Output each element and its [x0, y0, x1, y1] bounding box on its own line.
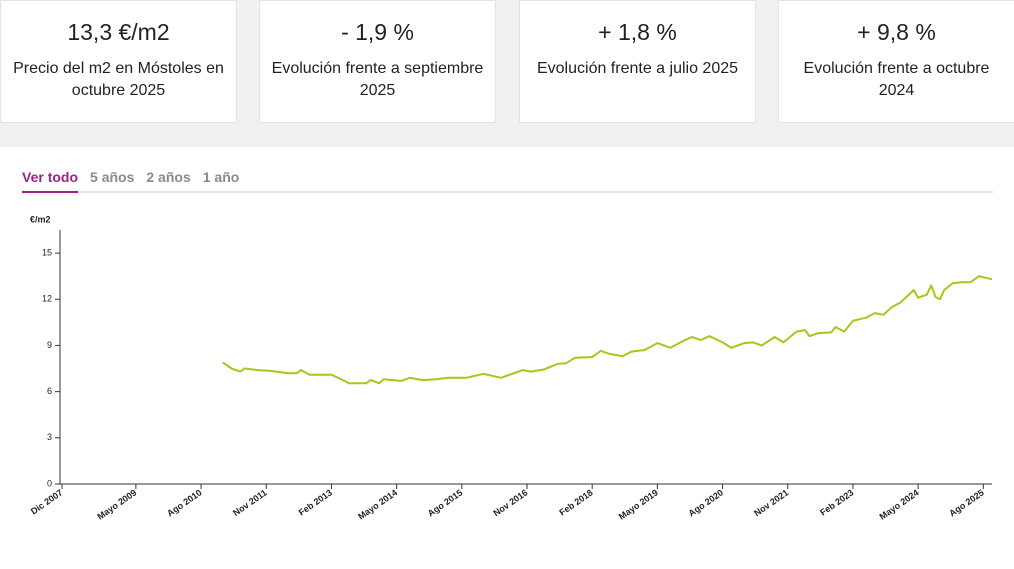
y-tick-label: 9: [47, 340, 52, 350]
stat-card: - 1,9 % Evolución frente a septiembre 202…: [259, 0, 496, 123]
y-tick-label: 6: [47, 386, 52, 396]
stat-value: - 1,9 %: [341, 19, 414, 45]
x-tick-label: Mayo 2024: [878, 487, 921, 521]
x-tick-label: Feb 2013: [297, 487, 334, 517]
x-tick-label: Ago 2015: [426, 487, 465, 518]
x-tick-label: Ago 2020: [687, 487, 726, 518]
x-tick-label: Mayo 2019: [617, 487, 660, 521]
stat-card: + 9,8 % Evolución frente a octubre 2024: [778, 0, 1014, 123]
stat-card: 13,3 €/m2 Precio del m2 en Móstoles en oc…: [0, 0, 237, 123]
stat-value: 13,3 €/m2: [67, 19, 170, 45]
x-tick-label: Nov 2016: [491, 487, 529, 518]
tab[interactable]: 1 año: [202, 169, 240, 185]
stat-label: Evolución frente a octubre 2024: [803, 60, 990, 99]
chart: €/m2 0 3 6 9 12 15 Dic 2007 Mayo 2009 Ago 2010 No…: [29, 214, 993, 522]
tab[interactable]: 5 años: [90, 169, 135, 185]
y-tick-label: 3: [47, 432, 52, 442]
tab[interactable]: Ver todo: [22, 169, 79, 193]
stat-value: + 1,8 %: [598, 19, 677, 45]
stat-label: Evolución frente a septiembre 2025: [271, 60, 484, 99]
y-tick-label: 12: [42, 294, 52, 304]
chart-panel: Ver todo 5 años 2 años 1 año €/m2 0 3 6 9 12 15 D…: [0, 147, 1014, 569]
x-tick-label: Mayo 2009: [95, 487, 138, 521]
y-axis-label: €/m2: [30, 214, 51, 224]
x-tick-label: Mayo 2014: [356, 487, 399, 521]
x-tick-label: Feb 2018: [557, 487, 594, 517]
stat-label: Evolución frente a julio 2025: [536, 60, 739, 77]
tab[interactable]: 2 años: [146, 169, 191, 185]
stat-value: + 9,8 %: [857, 19, 936, 45]
x-tick-label: Feb 2023: [818, 487, 855, 517]
stat-card: + 1,8 % Evolución frente a julio 2025: [519, 0, 756, 123]
y-tick-label: 0: [47, 478, 52, 488]
tabs: Ver todo 5 años 2 años 1 año: [22, 169, 993, 193]
x-tick-label: Nov 2021: [752, 487, 790, 518]
x-tick-label: Ago 2025: [947, 487, 986, 518]
data-line: [222, 275, 993, 385]
x-tick-label: Nov 2011: [231, 487, 269, 518]
x-tick-label: Ago 2010: [165, 487, 204, 518]
stat-label: Precio del m2 en Móstoles en octubre 202…: [13, 60, 224, 99]
x-tick-label: Dic 2007: [29, 487, 65, 516]
y-tick-label: 15: [42, 247, 52, 257]
